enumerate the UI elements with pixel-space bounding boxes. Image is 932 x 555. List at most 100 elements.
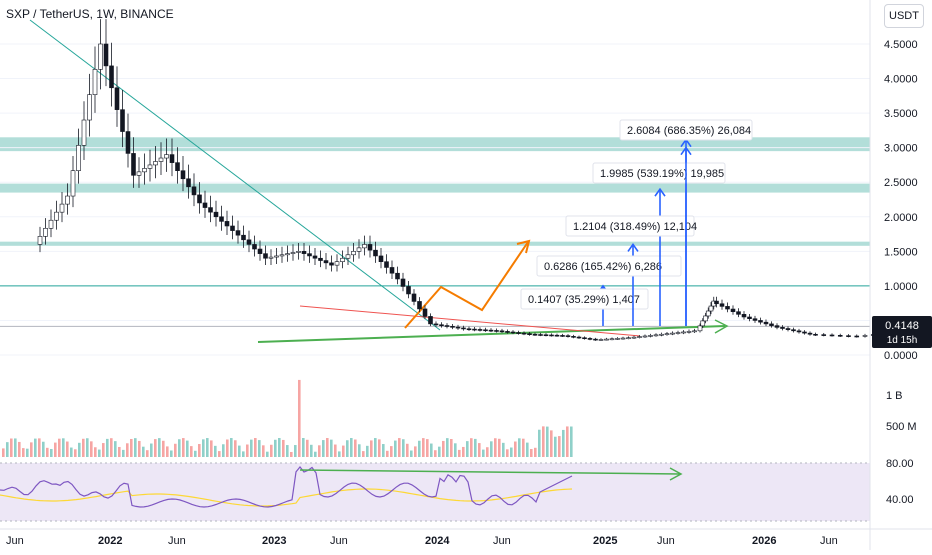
candle-body	[246, 239, 252, 245]
candle-body	[257, 248, 263, 254]
candle-body	[290, 252, 296, 254]
volume-bar	[426, 439, 429, 457]
volume-bar	[510, 447, 513, 457]
volume-bar	[402, 439, 405, 457]
rsi-band	[0, 463, 870, 521]
volume-bar	[90, 441, 93, 457]
candle-body	[241, 234, 246, 241]
volume-bar	[2, 448, 5, 457]
volume-bar	[218, 451, 221, 457]
candle-body	[147, 164, 153, 169]
volume-bar	[258, 440, 261, 457]
volume-tick-1: 500 M	[886, 421, 917, 433]
volume-bar	[270, 444, 273, 457]
candle-body	[670, 332, 675, 335]
candle-body	[296, 251, 301, 253]
candle-body	[620, 337, 626, 340]
volume-bar	[410, 450, 413, 457]
candle-body	[697, 325, 703, 332]
candle-body	[329, 262, 334, 266]
candle-body	[483, 329, 488, 332]
volume-bar	[494, 438, 497, 457]
volume-bar	[314, 451, 317, 457]
candle-body	[411, 293, 417, 302]
rsi-ma-line	[0, 488, 573, 507]
candle-body	[626, 337, 631, 340]
volume-bar	[266, 451, 269, 457]
volume-bar	[126, 443, 129, 457]
x-tick-3: 2023	[262, 535, 286, 547]
price-tag-box	[872, 316, 932, 348]
volume-bar	[162, 440, 165, 457]
candle-body	[43, 227, 48, 237]
volume-bar	[206, 438, 209, 457]
candle-body	[725, 306, 730, 310]
volume-bar	[226, 439, 229, 457]
candle-body	[659, 333, 664, 336]
rsi-trendline	[299, 469, 681, 475]
volume-bar	[282, 439, 285, 457]
candle-body	[587, 338, 593, 340]
candle-body	[120, 109, 125, 132]
candle-body	[219, 216, 224, 222]
candle-body	[829, 334, 835, 337]
currency-button[interactable]: USDT	[884, 4, 924, 28]
candle-body	[59, 203, 65, 213]
support-trendline	[257, 325, 726, 343]
candle-body	[461, 327, 466, 330]
symbol-header: SXP / TetherUS, 1W, BINANCE	[6, 7, 174, 21]
volume-bar	[198, 444, 201, 457]
volume-bar	[118, 446, 121, 457]
volume-bar	[190, 446, 193, 457]
candle-body	[604, 338, 609, 341]
rsi-arrowhead	[669, 467, 683, 481]
candle-body	[846, 335, 851, 337]
candle-body	[769, 323, 774, 326]
volume-bar	[262, 445, 265, 457]
candle-body	[54, 211, 59, 221]
candle-body	[136, 171, 142, 176]
price-axis: 0.00000.50001.00001.50002.00002.50003.00…	[884, 39, 918, 362]
volume-bar	[318, 445, 321, 457]
volume-bar	[454, 443, 457, 457]
candle-body	[444, 325, 450, 327]
candle-body	[763, 321, 769, 325]
volume-bar	[26, 448, 29, 457]
candle-body	[758, 320, 763, 323]
candle-body	[538, 334, 543, 336]
candle-body	[274, 255, 279, 258]
volume-bar	[98, 449, 101, 457]
candle-body	[65, 195, 70, 205]
volume-bar	[530, 449, 533, 457]
volume-bar	[482, 449, 485, 457]
candle-body	[505, 331, 510, 333]
candle-body	[466, 328, 472, 331]
volume-bar	[390, 446, 393, 457]
candle-body	[186, 178, 191, 188]
x-tick-8: Jun	[657, 535, 675, 547]
projected-path	[404, 241, 529, 329]
volume-bar	[474, 438, 477, 457]
candle-body	[164, 154, 169, 159]
candle-body	[472, 328, 477, 331]
volume-bar	[122, 449, 125, 457]
volume-bar	[298, 379, 301, 457]
volume-bar	[350, 438, 353, 457]
candle-body	[736, 311, 741, 315]
projection-label-box-1	[536, 255, 682, 277]
candle-body	[807, 332, 813, 335]
volume-bar	[174, 443, 177, 457]
support-arrowhead	[714, 319, 729, 334]
volume-bar	[230, 438, 233, 457]
candle-body	[521, 332, 527, 335]
y-tick-5: 2.5000	[884, 177, 918, 189]
candle-body	[334, 261, 340, 266]
volume-tick-0: 1 B	[886, 390, 903, 402]
volume-bar	[202, 439, 205, 457]
volume-bar	[490, 441, 493, 457]
candle-body	[318, 257, 323, 261]
volume-bar	[330, 439, 333, 457]
volume-bar	[170, 450, 173, 457]
